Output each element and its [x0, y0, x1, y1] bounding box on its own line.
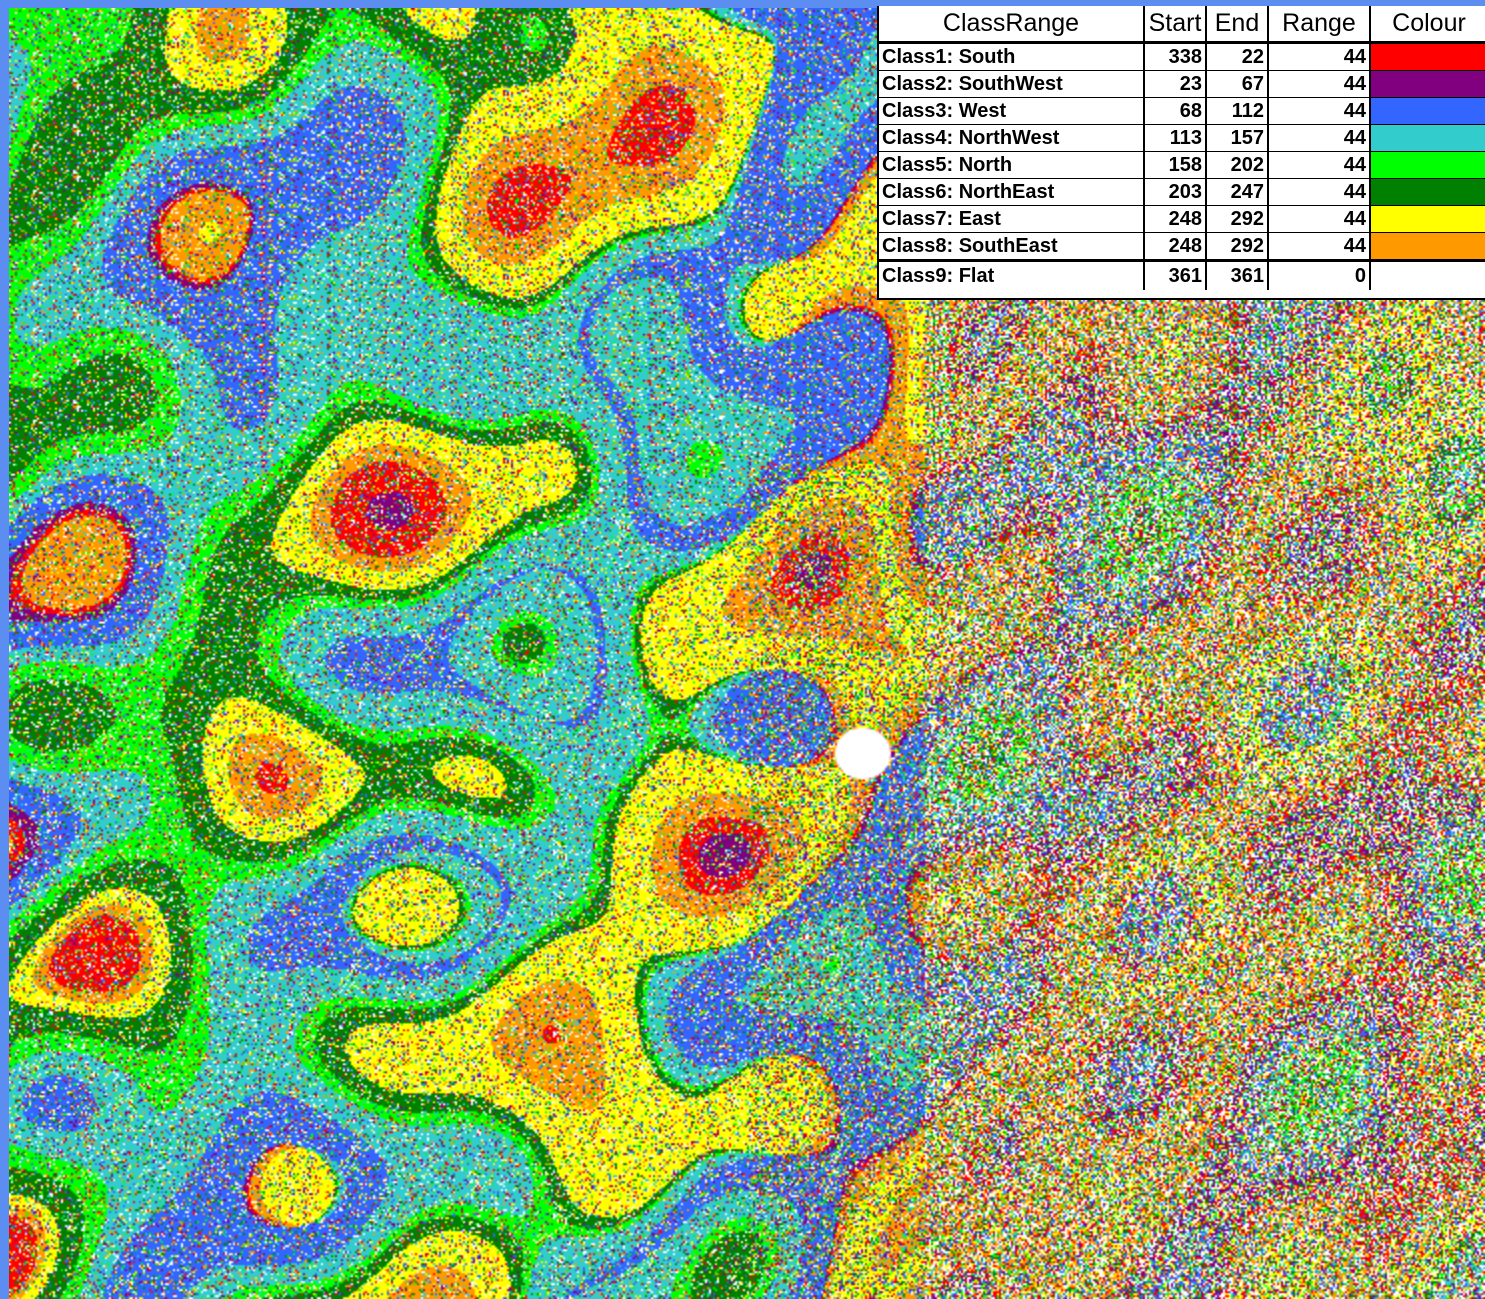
- legend-row: Class4: NorthWest 113 157 44: [879, 124, 1485, 152]
- swatch-fill: [1372, 179, 1485, 205]
- legend-header-row: ClassRange Start End Range Colour: [879, 6, 1485, 44]
- legend-row: Class9: Flat 361 361 0: [879, 259, 1485, 290]
- legend-start-value: 158: [1143, 151, 1206, 179]
- swatch-fill: [1372, 98, 1485, 124]
- legend-class-name: Class2: SouthWest: [879, 70, 1144, 98]
- legend-class-name: Class3: West: [879, 97, 1144, 125]
- legend-end-value: 292: [1205, 232, 1268, 261]
- header-range: Range: [1267, 6, 1370, 44]
- legend-colour-swatch: [1369, 97, 1485, 125]
- legend-range-value: 0: [1267, 259, 1370, 290]
- legend-start-value: 338: [1143, 42, 1206, 71]
- swatch-fill: [1372, 125, 1485, 151]
- legend-colour-swatch: [1369, 178, 1485, 206]
- legend-colour-swatch: [1369, 259, 1485, 290]
- legend-range-value: 44: [1267, 124, 1370, 152]
- legend-end-value: 22: [1205, 42, 1268, 71]
- legend-range-value: 44: [1267, 151, 1370, 179]
- legend-body: Class1: South 338 22 44 Class2: SouthWest 23 6…: [879, 42, 1485, 290]
- legend-class-name: Class9: Flat: [879, 259, 1144, 290]
- legend-colour-swatch: [1369, 42, 1485, 71]
- header-colour: Colour: [1369, 6, 1485, 44]
- legend-start-value: 68: [1143, 97, 1206, 125]
- legend-class-name: Class1: South: [879, 42, 1144, 71]
- legend-end-value: 361: [1205, 259, 1268, 290]
- legend-start-value: 248: [1143, 232, 1206, 261]
- swatch-fill: [1372, 44, 1485, 70]
- legend-range-value: 44: [1267, 42, 1370, 71]
- legend-row: Class3: West 68 112 44: [879, 97, 1485, 125]
- legend-colour-swatch: [1369, 232, 1485, 261]
- legend-row: Class6: NorthEast 203 247 44: [879, 178, 1485, 206]
- legend-start-value: 23: [1143, 70, 1206, 98]
- legend-colour-swatch: [1369, 124, 1485, 152]
- legend-range-value: 44: [1267, 205, 1370, 233]
- legend-start-value: 361: [1143, 259, 1206, 290]
- legend-row: Class5: North 158 202 44: [879, 151, 1485, 179]
- legend-end-value: 247: [1205, 178, 1268, 206]
- swatch-fill: [1372, 263, 1485, 289]
- legend-range-value: 44: [1267, 97, 1370, 125]
- header-end: End: [1205, 6, 1268, 44]
- legend-start-value: 248: [1143, 205, 1206, 233]
- legend-end-value: 157: [1205, 124, 1268, 152]
- legend-range-value: 44: [1267, 232, 1370, 261]
- legend-start-value: 113: [1143, 124, 1206, 152]
- legend-row: Class1: South 338 22 44: [879, 42, 1485, 71]
- legend-end-value: 292: [1205, 205, 1268, 233]
- legend-class-name: Class7: East: [879, 205, 1144, 233]
- aspect-class-legend: ClassRange Start End Range Colour Class1…: [877, 6, 1485, 300]
- legend-class-name: Class4: NorthWest: [879, 124, 1144, 152]
- legend-class-name: Class8: SouthEast: [879, 232, 1144, 261]
- swatch-fill: [1372, 152, 1485, 178]
- legend-row: Class7: East 248 292 44: [879, 205, 1485, 233]
- legend-table: ClassRange Start End Range Colour Class1…: [879, 6, 1485, 290]
- legend-row: Class2: SouthWest 23 67 44: [879, 70, 1485, 98]
- legend-range-value: 44: [1267, 70, 1370, 98]
- legend-end-value: 112: [1205, 97, 1268, 125]
- legend-class-name: Class5: North: [879, 151, 1144, 179]
- swatch-fill: [1372, 233, 1485, 259]
- legend-start-value: 203: [1143, 178, 1206, 206]
- header-start: Start: [1143, 6, 1206, 44]
- swatch-fill: [1372, 206, 1485, 232]
- legend-row: Class8: SouthEast 248 292 44: [879, 232, 1485, 261]
- legend-class-name: Class6: NorthEast: [879, 178, 1144, 206]
- legend-colour-swatch: [1369, 205, 1485, 233]
- legend-end-value: 67: [1205, 70, 1268, 98]
- legend-range-value: 44: [1267, 178, 1370, 206]
- legend-colour-swatch: [1369, 70, 1485, 98]
- legend-colour-swatch: [1369, 151, 1485, 179]
- legend-end-value: 202: [1205, 151, 1268, 179]
- header-classrange: ClassRange: [879, 6, 1144, 44]
- swatch-fill: [1372, 71, 1485, 97]
